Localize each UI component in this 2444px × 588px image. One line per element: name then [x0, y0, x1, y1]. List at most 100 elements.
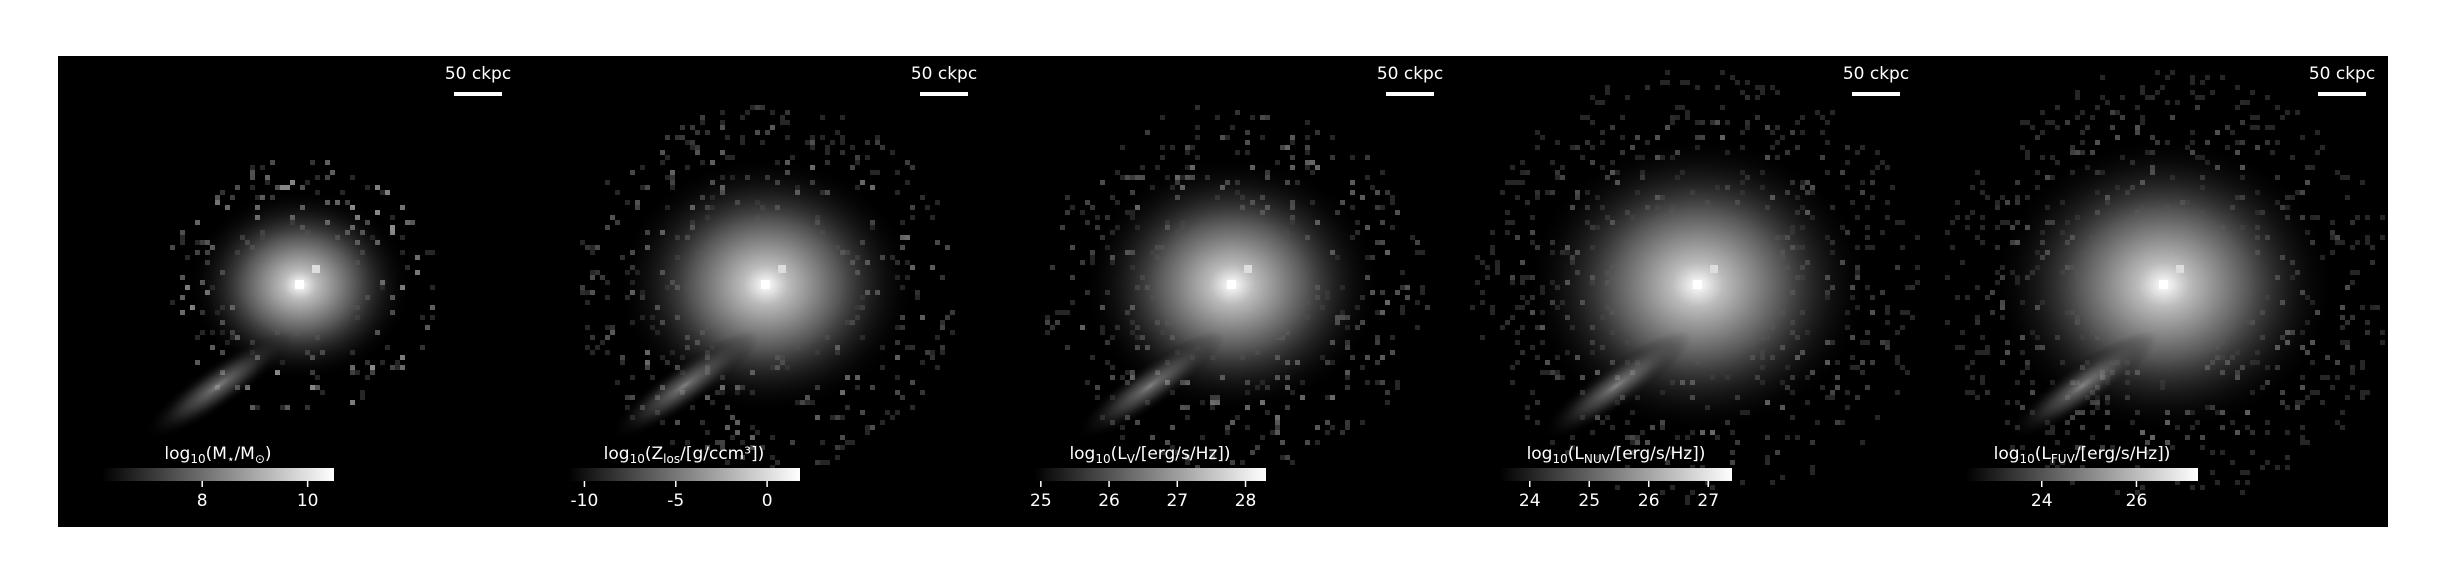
pixel [1400, 310, 1405, 315]
pixel [1235, 150, 1240, 155]
pixel [2365, 215, 2370, 220]
pixel [1390, 225, 1395, 230]
pixel [1305, 160, 1310, 165]
panel [143, 160, 435, 441]
pixel [1070, 245, 1075, 250]
pixel [2050, 155, 2055, 160]
pixel [755, 130, 760, 135]
pixel [1380, 355, 1385, 360]
pixel [315, 175, 320, 180]
pixel [1635, 435, 1640, 440]
pixel [1110, 375, 1115, 380]
colorbar-tick-label: 10 [297, 491, 319, 511]
pixel [720, 440, 725, 445]
pixel [1485, 265, 1490, 270]
colorbar [102, 468, 334, 481]
pixel [1310, 160, 1315, 165]
pixel [1570, 145, 1575, 150]
pixel [2235, 140, 2240, 145]
pixel [1565, 450, 1570, 455]
colorbar [1500, 468, 1732, 481]
pixel [930, 215, 935, 220]
pixel [1995, 200, 2000, 205]
pixel [2200, 80, 2205, 85]
pixel [835, 445, 840, 450]
label-part: log [164, 444, 190, 464]
pixel [1865, 225, 1870, 230]
pixel [1415, 240, 1420, 245]
pixel [1960, 345, 1965, 350]
pixel [1120, 375, 1125, 380]
pixel [1755, 95, 1760, 100]
pixel [250, 185, 255, 190]
pixel [305, 405, 310, 410]
pixel [650, 375, 655, 380]
pixel [755, 105, 760, 110]
colorbar-tick-label: -5 [667, 491, 684, 511]
pixel [1765, 455, 1770, 460]
pixel [1350, 190, 1355, 195]
pixel [765, 130, 770, 135]
pixel [1870, 245, 1875, 250]
pixel [1960, 260, 1965, 265]
label-subscript: FUV [2051, 452, 2076, 466]
pixel [2375, 305, 2380, 310]
pixel [1535, 355, 1540, 360]
pixel [2065, 420, 2070, 425]
pixel [2360, 305, 2365, 310]
pixel [2075, 95, 2080, 100]
pixel [895, 410, 900, 415]
core [1244, 265, 1252, 273]
pixel [700, 160, 705, 165]
pixel [630, 395, 635, 400]
pixel [1305, 440, 1310, 445]
pixel [1520, 275, 1525, 280]
pixel [1130, 175, 1135, 180]
pixel [1755, 115, 1760, 120]
pixel [1520, 295, 1525, 300]
pixel [1285, 145, 1290, 150]
pixel [1850, 200, 1855, 205]
pixel [265, 175, 270, 180]
pixel [740, 115, 745, 120]
pixel [1785, 435, 1790, 440]
pixel [1960, 330, 1965, 335]
pixel [1540, 370, 1545, 375]
pixel [1985, 195, 1990, 200]
pixel [910, 205, 915, 210]
pixel [1325, 395, 1330, 400]
colorbar-tick-label: 8 [197, 491, 208, 511]
pixel [1900, 245, 1905, 250]
pixel [945, 315, 950, 320]
pixel [1880, 290, 1885, 295]
pixel [1670, 485, 1675, 490]
pixel [1730, 450, 1735, 455]
pixel [2115, 110, 2120, 115]
pixel [1590, 95, 1595, 100]
pixel [620, 360, 625, 365]
pixel [1225, 425, 1230, 430]
pixel [1580, 115, 1585, 120]
pixel [2205, 75, 2210, 80]
pixel [1470, 305, 1475, 310]
pixel [2245, 100, 2250, 105]
pixel [230, 195, 235, 200]
pixel [2245, 425, 2250, 430]
pixel [185, 285, 190, 290]
pixel [950, 330, 955, 335]
pixel [1315, 165, 1320, 170]
pixel [1515, 180, 1520, 185]
colorbar-tick-label: 24 [1519, 491, 1541, 511]
pixel [2250, 90, 2255, 95]
pixel [665, 155, 670, 160]
pixel [1505, 180, 1510, 185]
pixel [880, 365, 885, 370]
pixel [1895, 360, 1900, 365]
pixel [585, 290, 590, 295]
panel [1945, 70, 2385, 495]
pixel [1820, 115, 1825, 120]
pixel [840, 140, 845, 145]
pixel [815, 415, 820, 420]
pixel [350, 400, 355, 405]
pixel [2285, 405, 2290, 410]
